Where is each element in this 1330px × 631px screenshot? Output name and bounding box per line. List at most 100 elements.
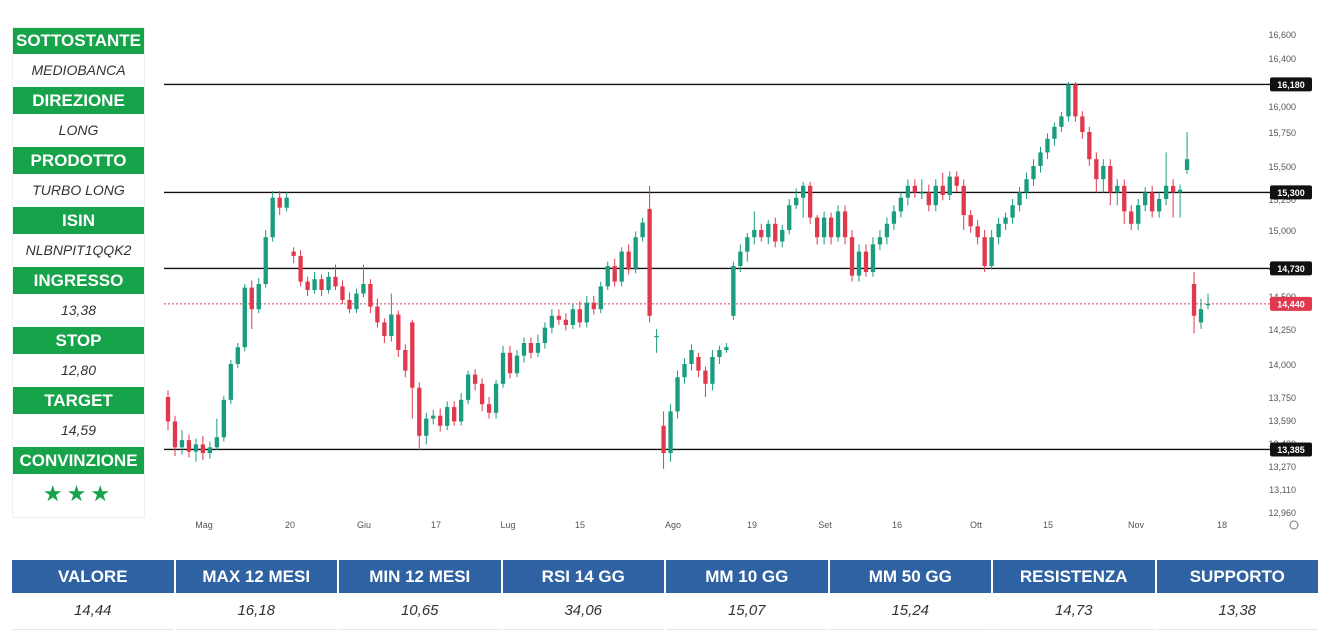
stats-header-rsi: RSI 14 GG (502, 560, 664, 593)
candle-body (835, 211, 841, 238)
candle-body (794, 197, 799, 206)
y-tick-label: 15,750 (1268, 128, 1296, 138)
candle-body (542, 327, 548, 343)
candle-body (1101, 166, 1106, 180)
level-tag-label: 16,180 (1277, 80, 1305, 90)
x-tick-label: Lug (500, 520, 515, 530)
conviction-header: CONVINZIONE (12, 447, 145, 474)
stats-header-min: MIN 12 MESI (339, 560, 501, 593)
candle-body (591, 302, 596, 310)
candle-body (193, 444, 199, 452)
level-tag (1270, 77, 1312, 92)
candle-body (605, 266, 610, 287)
direction-header: DIREZIONE (12, 87, 145, 114)
isin-header: ISIN (12, 207, 145, 234)
candle-body (410, 322, 415, 388)
candle-body (1191, 284, 1197, 316)
candle-body (717, 350, 722, 357)
candle-body (745, 237, 750, 252)
candle-body (277, 197, 282, 208)
candle-body (319, 279, 324, 290)
y-tick-label: 13,270 (1268, 462, 1296, 472)
candle-body (1143, 192, 1148, 206)
candle-body (682, 364, 687, 378)
candle-body (486, 404, 492, 413)
conviction-stars: ★★★ (42, 481, 115, 506)
candle-body (1052, 126, 1057, 139)
candle-body (417, 387, 422, 436)
candle-body (710, 357, 715, 384)
instrument-panel: SOTTOSTANTE MEDIOBANCA DIREZIONE LONG PR… (12, 27, 145, 514)
level-tag (1270, 185, 1312, 200)
candle-body (452, 407, 457, 422)
candle-body (598, 286, 603, 310)
x-tick-label: 17 (431, 520, 441, 530)
candle-body (780, 230, 785, 242)
candle-body (1010, 205, 1015, 218)
candle-body (347, 299, 352, 310)
candle-body (1003, 217, 1008, 224)
candle-body (1170, 185, 1176, 193)
candle-body (773, 223, 778, 242)
stats-value-resistenza: 14,73 (993, 593, 1155, 630)
candle-body (270, 197, 275, 238)
y-tick-label: 14,000 (1268, 360, 1296, 370)
candle-body (891, 211, 897, 224)
settings-icon (1289, 520, 1299, 530)
stats-value-row: 14,44 16,18 10,65 34,06 15,07 15,24 14,7… (12, 593, 1318, 630)
candle-body (1177, 189, 1183, 193)
x-tick-label: 19 (747, 520, 757, 530)
stats-value-mm10: 15,07 (666, 593, 828, 630)
candle-body (305, 281, 310, 290)
candle-body (633, 237, 638, 270)
candle-body (403, 350, 408, 371)
stop-value: 12,80 (12, 354, 145, 387)
x-tick-label: 18 (1217, 520, 1227, 530)
candle-body (703, 370, 708, 384)
candle-body (947, 176, 952, 196)
candle-body (1080, 116, 1085, 132)
candle-body (493, 383, 499, 413)
candle-body (954, 176, 959, 186)
candle-body (612, 266, 617, 282)
stats-table: VALORE MAX 12 MESI MIN 12 MESI RSI 14 GG… (12, 560, 1318, 630)
candle-body (507, 352, 513, 374)
y-tick-label: 13,750 (1268, 393, 1296, 403)
candle-body (1115, 185, 1120, 193)
candle-body (877, 237, 883, 245)
candle-body (1094, 159, 1099, 180)
stats-header-supporto: SUPPORTO (1156, 560, 1318, 593)
candle-body (905, 185, 911, 198)
candle-body (354, 293, 359, 310)
candle-body (766, 223, 771, 238)
candle-body (689, 350, 694, 364)
candle-body (647, 208, 652, 316)
candle-body (814, 217, 820, 238)
y-tick-label: 16,400 (1268, 54, 1296, 64)
candle-body (249, 287, 254, 310)
x-tick-label: 15 (575, 520, 585, 530)
stop-header: STOP (12, 327, 145, 354)
candle-body (1031, 166, 1036, 180)
candle-body (1205, 303, 1211, 306)
candle-body (340, 286, 345, 300)
level-tag-label: 15,300 (1277, 188, 1305, 198)
candle-body (1059, 116, 1064, 127)
candle-body (291, 251, 296, 256)
candle-body (989, 237, 994, 266)
entry-header: INGRESSO (12, 267, 145, 294)
x-tick-label: 15 (1043, 520, 1053, 530)
candle-body (919, 192, 924, 194)
candle-body (1045, 138, 1050, 153)
candle-body (479, 383, 485, 405)
candle-body (1038, 152, 1043, 166)
x-tick-label: 20 (285, 520, 295, 530)
candle-body (521, 343, 527, 356)
candle-body (933, 185, 938, 206)
price-chart[interactable]: 16,600 16,400 16,000 15,750 15,500 15,250 15,0… (160, 20, 1320, 540)
candle-body (458, 399, 464, 422)
candle-body (996, 223, 1001, 238)
candle-body (333, 276, 338, 287)
y-tick-label: 15,500 (1268, 162, 1296, 172)
candle-body (1108, 166, 1113, 193)
